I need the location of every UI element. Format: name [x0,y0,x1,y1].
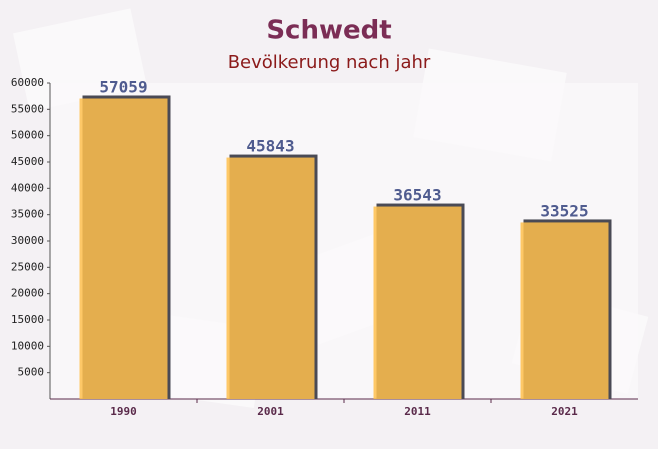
y-tick-label: 50000 [11,129,44,142]
bar [226,157,315,399]
y-tick-label: 40000 [11,181,44,194]
y-tick-label: 15000 [11,313,44,326]
y-tick-label: 45000 [11,155,44,168]
y-tick-label: 25000 [11,260,44,273]
x-tick-label: 2021 [551,405,578,418]
x-tick-label: 2011 [404,405,431,418]
bar [373,206,462,399]
x-tick-label: 2001 [257,405,284,418]
bar [520,222,609,399]
x-tick-label: 1990 [110,405,137,418]
value-label: 36543 [393,186,441,205]
y-tick-label: 30000 [11,234,44,247]
y-tick-label: 20000 [11,287,44,300]
value-label: 45843 [246,137,294,156]
y-tick-label: 5000 [18,366,45,379]
bar [79,98,168,400]
y-tick-label: 55000 [11,102,44,115]
y-tick-label: 60000 [11,76,44,89]
value-label: 57059 [99,77,147,96]
chart-subtitle: Bevölkerung nach jahr [228,52,431,73]
chart-title: Schwedt [266,16,391,46]
value-label: 33525 [540,201,588,220]
y-tick-label: 35000 [11,208,44,221]
y-tick-label: 10000 [11,339,44,352]
